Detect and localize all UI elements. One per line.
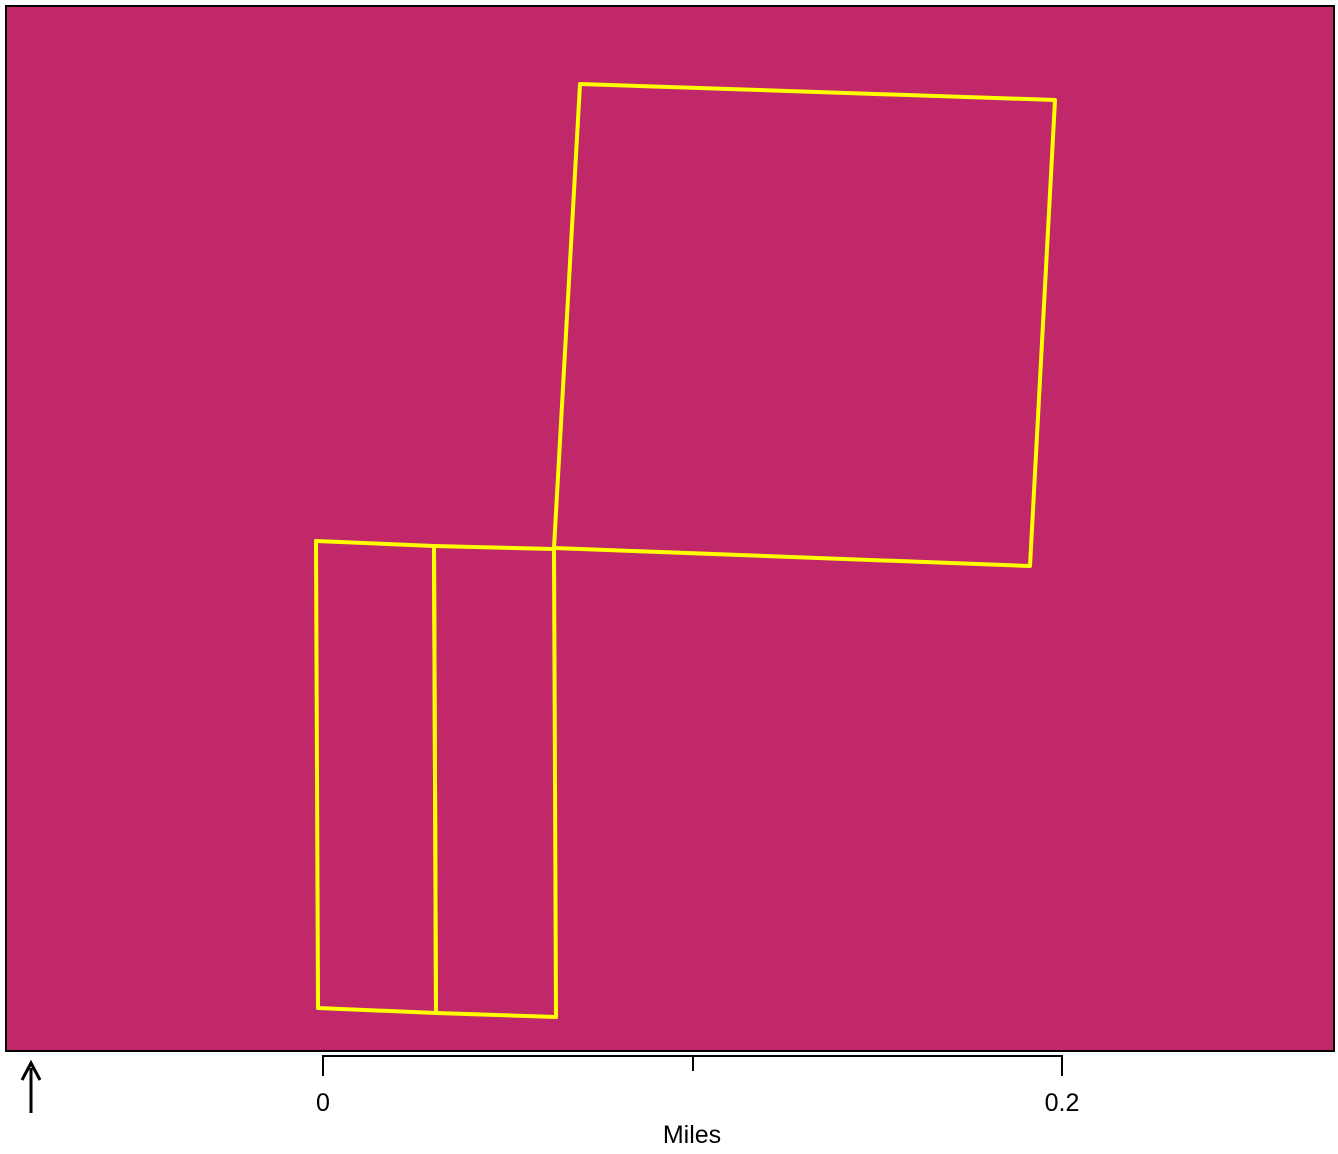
parcel-south-east-strip xyxy=(432,544,558,1019)
parcel-layer xyxy=(314,82,1057,1019)
north-arrow-icon xyxy=(20,1059,42,1113)
scale-unit-label: Miles xyxy=(663,1121,721,1149)
parcel-large-north xyxy=(552,82,1057,568)
map-panel xyxy=(5,5,1335,1052)
scale-tick-label-start: 0 xyxy=(316,1089,330,1117)
scale-bar: 0 0.2 Miles xyxy=(316,1055,1080,1149)
scale-tick-label-end: 0.2 xyxy=(1045,1089,1080,1117)
